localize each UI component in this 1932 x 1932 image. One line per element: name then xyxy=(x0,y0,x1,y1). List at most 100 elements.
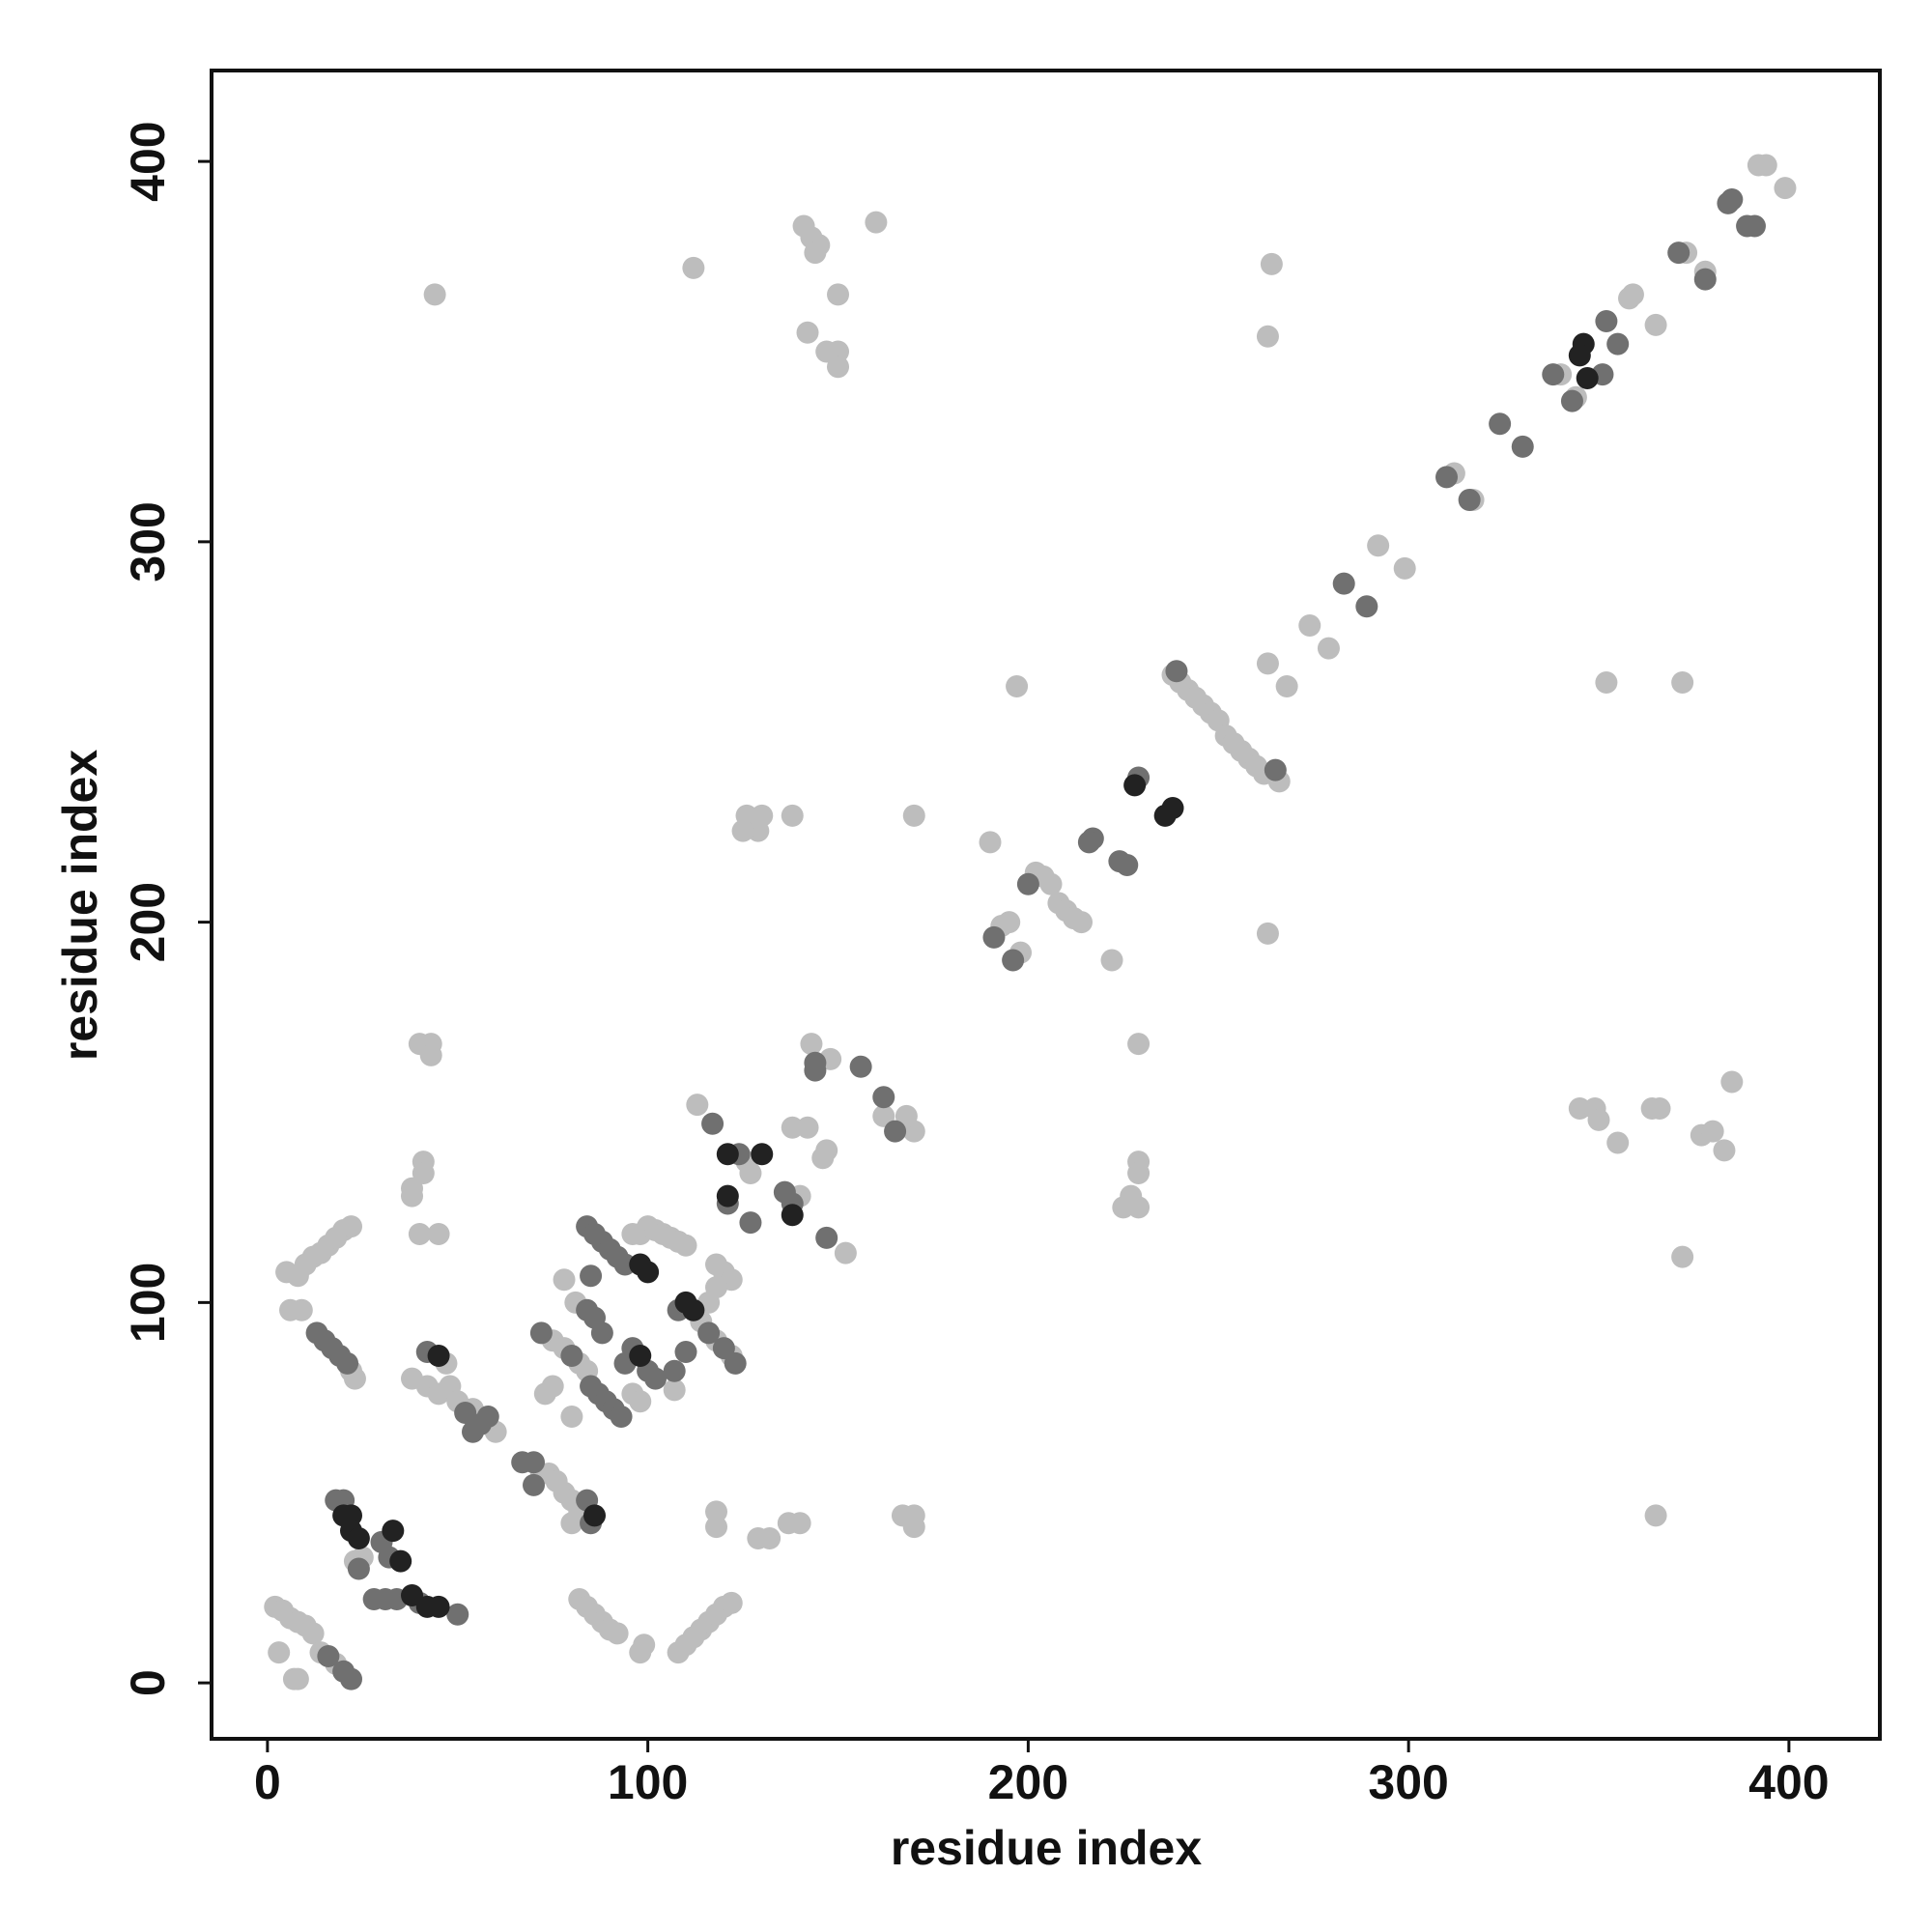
point xyxy=(1039,872,1063,895)
point xyxy=(865,211,888,234)
point xyxy=(682,256,705,279)
point xyxy=(1458,489,1481,512)
point xyxy=(1701,1120,1724,1143)
point xyxy=(633,1634,656,1657)
point xyxy=(705,1516,728,1539)
x-tick-label: 100 xyxy=(608,1755,688,1809)
point xyxy=(1606,332,1630,355)
point xyxy=(340,1504,363,1527)
point xyxy=(301,1622,325,1645)
point xyxy=(827,340,850,363)
point xyxy=(427,1344,450,1367)
point xyxy=(682,1298,705,1321)
point xyxy=(419,1043,442,1066)
point xyxy=(872,1104,895,1127)
point xyxy=(811,1147,835,1170)
point xyxy=(1298,613,1321,637)
point xyxy=(663,1378,686,1402)
point xyxy=(1568,344,1591,367)
point xyxy=(1560,389,1583,412)
point xyxy=(979,831,1002,854)
point xyxy=(340,1215,363,1238)
point xyxy=(1264,758,1287,781)
point xyxy=(1100,949,1123,972)
point xyxy=(674,1234,697,1257)
point xyxy=(1774,177,1797,200)
point xyxy=(523,1451,546,1474)
point xyxy=(268,1641,291,1664)
point xyxy=(998,911,1021,934)
x-tick-label: 300 xyxy=(1368,1755,1448,1809)
point xyxy=(553,1268,576,1292)
point xyxy=(1127,1033,1151,1056)
point xyxy=(701,1112,724,1135)
point xyxy=(751,1143,774,1166)
point xyxy=(834,1241,857,1264)
point xyxy=(629,1390,652,1413)
y-axis-title: residue index xyxy=(53,750,107,1062)
point xyxy=(1256,922,1279,945)
point xyxy=(705,1500,728,1523)
point xyxy=(644,1367,668,1390)
point xyxy=(560,1512,583,1535)
point xyxy=(1648,1097,1671,1121)
point xyxy=(781,804,804,827)
point xyxy=(462,1420,485,1443)
point xyxy=(1260,252,1283,275)
point xyxy=(747,819,770,842)
point xyxy=(1006,674,1029,697)
point xyxy=(1070,911,1094,934)
point xyxy=(1123,774,1147,797)
point xyxy=(712,1337,735,1360)
point xyxy=(902,804,925,827)
point xyxy=(317,1645,340,1668)
point xyxy=(580,1264,603,1288)
point xyxy=(1754,154,1777,177)
point xyxy=(533,1382,556,1406)
point xyxy=(716,1184,739,1208)
point xyxy=(788,1512,811,1535)
y-tick-label: 300 xyxy=(121,501,175,582)
point xyxy=(1671,1245,1694,1268)
point xyxy=(560,1344,583,1367)
y-tick-label: 0 xyxy=(121,1669,175,1696)
point xyxy=(1355,595,1378,618)
point xyxy=(800,1033,823,1056)
point xyxy=(804,242,827,265)
x-tick-label: 400 xyxy=(1748,1755,1829,1809)
point xyxy=(347,1526,370,1549)
plot-frame xyxy=(210,69,1882,1741)
point xyxy=(523,1473,546,1496)
point xyxy=(606,1622,629,1645)
point xyxy=(1595,309,1618,332)
point xyxy=(1606,1131,1630,1154)
point xyxy=(1693,268,1717,291)
point xyxy=(663,1359,686,1382)
point xyxy=(796,1116,819,1139)
point xyxy=(1667,242,1690,265)
point xyxy=(1127,1196,1151,1219)
point xyxy=(1108,850,1131,873)
point xyxy=(872,1086,895,1109)
point xyxy=(1568,1097,1591,1121)
point xyxy=(613,1253,637,1276)
point xyxy=(423,283,446,306)
x-axis-title: residue index xyxy=(891,1821,1203,1875)
point xyxy=(401,1184,424,1208)
point xyxy=(1644,1504,1667,1527)
point xyxy=(895,1104,918,1127)
point xyxy=(1717,191,1740,214)
point xyxy=(1576,367,1599,390)
point xyxy=(1489,412,1512,436)
point xyxy=(758,1526,781,1549)
point xyxy=(476,1405,499,1428)
point xyxy=(1720,1070,1744,1094)
x-tick-label: 200 xyxy=(988,1755,1068,1809)
point xyxy=(1256,325,1279,348)
point xyxy=(1275,674,1298,697)
point xyxy=(1002,949,1025,972)
point xyxy=(827,283,850,306)
point xyxy=(902,1516,925,1539)
x-tick-label: 0 xyxy=(254,1755,281,1809)
